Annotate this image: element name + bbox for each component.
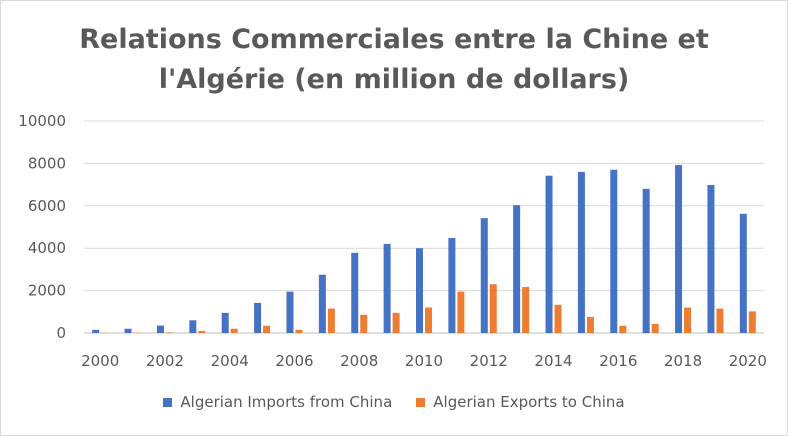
x-tick-label: 2002 bbox=[146, 352, 184, 370]
bar-exports bbox=[392, 312, 400, 333]
bar-imports bbox=[577, 171, 585, 333]
bar-exports bbox=[586, 316, 594, 333]
bar-imports bbox=[480, 218, 488, 333]
bar-exports bbox=[327, 308, 335, 333]
bar-imports bbox=[610, 169, 618, 333]
bar-exports bbox=[651, 323, 659, 333]
legend-item-imports: Algerian Imports from China bbox=[163, 393, 392, 411]
bar-imports bbox=[383, 243, 391, 333]
bar-exports bbox=[716, 308, 724, 333]
bar-imports bbox=[351, 252, 359, 333]
bar-imports bbox=[416, 248, 423, 333]
bar-exports bbox=[554, 304, 562, 333]
bar-imports bbox=[221, 312, 229, 333]
bar-imports bbox=[254, 302, 262, 333]
chart-title-line-2: l'Algérie (en million de dollars) bbox=[158, 64, 630, 95]
x-tick-label: 2014 bbox=[534, 352, 572, 370]
bar-imports bbox=[675, 165, 683, 333]
bar-imports bbox=[286, 291, 294, 333]
legend-label-exports: Algerian Exports to China bbox=[433, 393, 625, 411]
y-tick-label: 4000 bbox=[28, 239, 66, 257]
bar-imports bbox=[513, 205, 521, 333]
y-tick-label: 6000 bbox=[28, 197, 66, 215]
bar-exports bbox=[295, 329, 303, 333]
bar-exports bbox=[489, 284, 497, 333]
bar-exports bbox=[684, 307, 692, 333]
x-tick-label: 2010 bbox=[405, 352, 443, 370]
legend-label-imports: Algerian Imports from China bbox=[180, 393, 393, 411]
legend-swatch-imports bbox=[163, 397, 173, 407]
bar-exports bbox=[748, 311, 756, 333]
bar-imports bbox=[189, 320, 197, 333]
y-tick-label: 10000 bbox=[18, 112, 66, 130]
bar-exports bbox=[360, 314, 368, 333]
bar-imports bbox=[318, 274, 326, 333]
bars bbox=[92, 165, 756, 333]
bar-imports bbox=[739, 213, 747, 333]
bar-imports bbox=[124, 328, 132, 333]
y-tick-label: 0 bbox=[56, 324, 66, 342]
bar-exports bbox=[457, 291, 465, 333]
x-tick-label: 2000 bbox=[81, 352, 119, 370]
x-tick-label: 2018 bbox=[664, 352, 702, 370]
bar-imports bbox=[545, 175, 553, 333]
x-tick-label: 2012 bbox=[470, 352, 508, 370]
y-tick-label: 8000 bbox=[28, 154, 66, 172]
x-tick-label: 2004 bbox=[211, 352, 249, 370]
legend-item-exports: Algerian Exports to China bbox=[416, 393, 625, 411]
bar-exports bbox=[165, 332, 173, 333]
x-tick-label: 2016 bbox=[599, 352, 637, 370]
bar-exports bbox=[230, 328, 238, 333]
bar-exports bbox=[619, 325, 627, 333]
x-axis-tick-labels: 2000 2002 2004 2006 2008 2010 2012 2014 2016 2018… bbox=[81, 352, 767, 370]
bar-imports bbox=[92, 329, 100, 333]
y-tick-label: 2000 bbox=[28, 282, 66, 300]
bar-exports bbox=[263, 325, 271, 333]
chart-title-line-1: Relations Commerciales entre la Chine et bbox=[79, 24, 709, 55]
chart-title: Relations Commerciales entre la Chine et… bbox=[0, 20, 788, 100]
bar-imports bbox=[156, 325, 164, 333]
x-tick-label: 2006 bbox=[275, 352, 313, 370]
bar-imports bbox=[642, 188, 650, 333]
bar-exports bbox=[425, 307, 432, 333]
bar-exports bbox=[522, 286, 530, 333]
x-tick-label: 2020 bbox=[729, 352, 767, 370]
gridlines bbox=[84, 120, 764, 334]
y-axis-tick-labels: 0 2000 4000 6000 8000 10000 bbox=[18, 112, 66, 342]
bar-exports bbox=[198, 330, 206, 333]
legend: Algerian Imports from China Algerian Exp… bbox=[0, 393, 788, 411]
bar-imports bbox=[448, 238, 456, 333]
legend-swatch-exports bbox=[416, 397, 426, 407]
x-tick-label: 2008 bbox=[340, 352, 378, 370]
bar-imports bbox=[707, 185, 715, 333]
